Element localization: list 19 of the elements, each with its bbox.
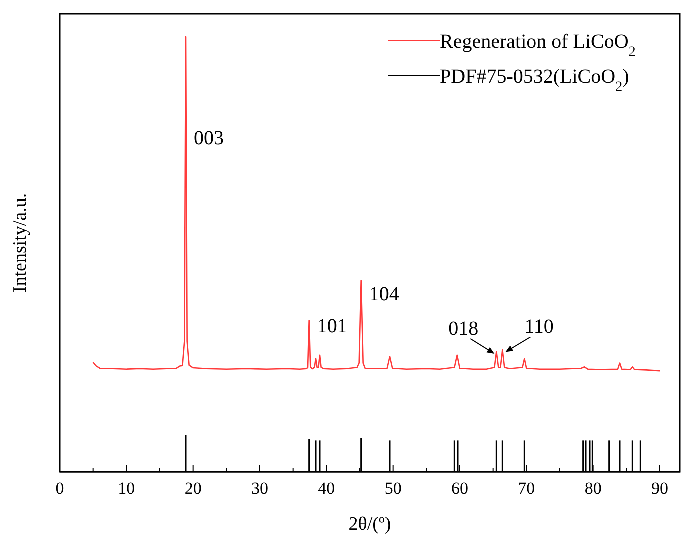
annotation: 018 — [448, 318, 479, 340]
x-tick-label: 30 — [252, 479, 268, 498]
x-tick-label: 40 — [318, 479, 336, 498]
legend-label: PDF#75-0532(LiCoO$_{2}$) — [440, 66, 630, 94]
annotation: 110 — [524, 316, 554, 338]
x-tick-label: 0 — [56, 479, 64, 498]
x-tick-label: 80 — [584, 479, 602, 498]
y-axis-title: Intensity/a.u. — [10, 193, 31, 293]
x-tick-label: 90 — [652, 479, 668, 498]
annotation: 101 — [317, 316, 348, 338]
annotation: 104 — [369, 283, 400, 306]
annotation: 003 — [194, 128, 224, 150]
x-tick-label: 60 — [452, 479, 468, 498]
x-tick-label: 50 — [384, 479, 402, 498]
x-tick-label: 20 — [184, 479, 202, 498]
x-axis-title: 2θ/(º) — [348, 514, 392, 535]
legend-label: Regeneration of LiCoO$_{2}$ — [440, 31, 636, 60]
x-tick-label: 10 — [118, 479, 136, 498]
x-tick-label: 70 — [518, 479, 536, 498]
